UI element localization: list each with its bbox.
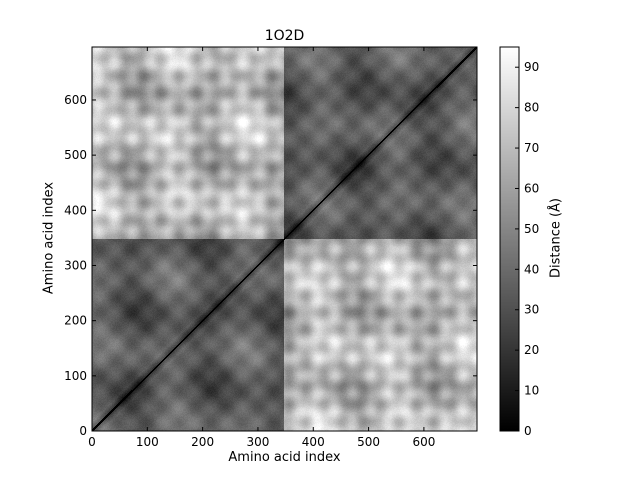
colorbar-label: Distance (Å) [548,197,564,279]
colorbar-gradient [500,47,519,431]
colorbar-tick-label: 70 [524,141,539,155]
y-tick-label: 300 [64,258,87,272]
y-axis-label: Amino acid index [41,181,57,295]
chart-title: 1O2D [264,28,305,44]
colorbar-tick-label: 30 [524,303,539,317]
y-tick-label: 600 [64,93,87,107]
colorbar-tick-label: 90 [524,60,539,74]
y-tick-label: 200 [64,314,87,328]
y-tick-label: 500 [64,148,87,162]
x-tick-label: 400 [302,435,325,449]
colorbar-tick-label: 40 [524,262,539,276]
x-tick-label: 0 [88,435,96,449]
heatmap-image [92,47,477,431]
colorbar-tick-label: 80 [524,101,539,115]
x-tick-label: 300 [246,435,269,449]
y-tick-label: 400 [64,203,87,217]
x-tick-label: 200 [191,435,214,449]
colorbar-frame [499,46,520,432]
x-tick-label: 500 [357,435,380,449]
x-axis-label: Amino acid index [228,450,341,465]
colorbar-tick-label: 20 [524,343,539,357]
plot-frame [91,46,478,432]
y-tick-label: 100 [64,369,87,383]
colorbar-tick-label: 50 [524,222,539,236]
colorbar-tick-label: 10 [524,384,539,398]
colorbar-tick-label: 0 [524,424,532,438]
colorbar-tick-label: 60 [524,181,539,195]
x-tick-label: 100 [136,435,159,449]
y-tick-label: 0 [79,424,87,438]
x-tick-label: 600 [412,435,435,449]
